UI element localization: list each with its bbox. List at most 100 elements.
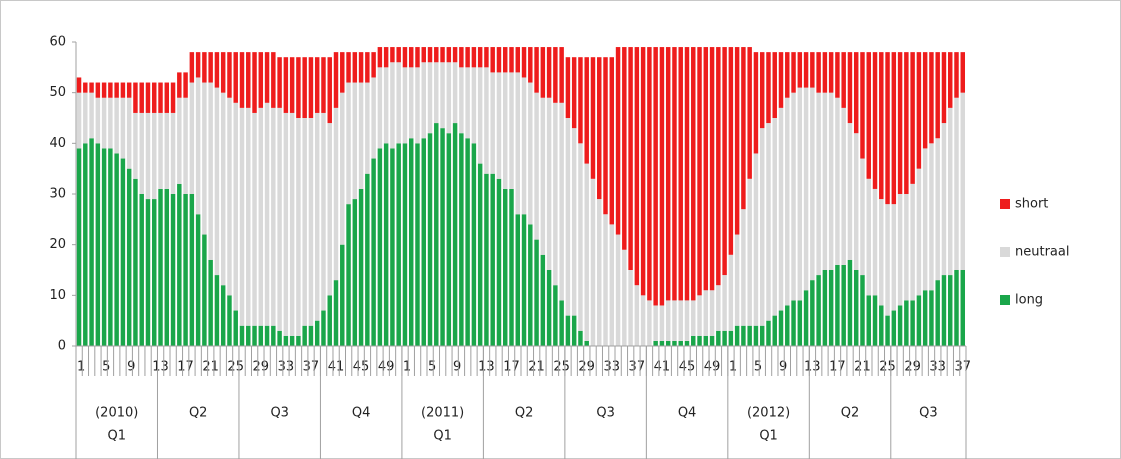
bar-segment [559,102,564,301]
bar-segment [622,47,627,250]
bar-segment [289,335,295,346]
bar-segment [502,47,508,73]
bar-segment [340,244,345,346]
bar-segment [722,330,727,346]
y-tick-label: 10 [49,288,66,303]
bar-segment [346,204,351,346]
bar-segment [847,123,853,260]
bar-segment [916,168,922,296]
bar-segment [314,57,320,113]
bar-segment [202,234,207,346]
bar-segment [246,325,251,346]
bar-segment [114,153,119,346]
bar-segment [822,52,828,93]
bar-segment [797,87,803,301]
bar-segment [634,47,640,286]
y-tick-label: 40 [49,136,66,151]
bar-segment [76,77,82,93]
bar-segment [722,47,727,276]
x-tick-label: 37 [629,360,646,375]
bar-segment [546,47,552,98]
bar-segment [195,214,201,346]
bar-segment [828,92,834,271]
bar-segment [509,72,514,189]
group-label: Q3 [919,406,938,421]
bar-segment [678,340,683,346]
group-label: Q3 [596,406,615,421]
bar-segment [759,52,765,129]
bar-segment [233,52,238,103]
x-tick-label: 5 [102,360,110,375]
bar-segment [722,275,727,331]
bar-segment [528,47,533,83]
bar-segment [835,264,840,346]
bar-segment [477,163,483,346]
bar-segment [659,340,665,346]
bar-segment [139,82,144,113]
bar-segment [446,133,452,346]
bar-segment [590,57,596,179]
bar-segment [227,295,232,346]
bar-segment [415,47,420,68]
bar-segment [195,77,201,215]
bar-segment [283,112,289,336]
bar-segment [954,52,959,98]
bar-segment [847,52,853,124]
bar-segment [935,138,940,281]
bar-segment [634,285,640,346]
bar-segment [145,112,151,200]
bar-segment [647,47,652,301]
bar-segment [691,335,696,346]
bar-segment [283,335,289,346]
bar-segment [778,52,784,108]
y-tick-label: 0 [58,339,66,354]
bar-segment [296,335,301,346]
bar-segment [377,148,383,346]
bar-segment [277,107,282,331]
bar-segment [496,178,502,346]
bar-segment [960,92,965,271]
x-tick-label: 17 [503,360,520,375]
group-label: Q2 [515,406,534,421]
bar-segment [728,47,734,255]
bar-segment [402,47,408,68]
bar-segment [910,300,915,346]
bar-segment [152,199,157,346]
bar-segment [252,325,257,346]
x-tick-label: 17 [829,360,846,375]
bar-segment [546,270,552,346]
y-tick-label: 60 [49,35,66,50]
bar-segment [835,52,840,98]
bar-segment [753,153,759,326]
bar-segment [741,209,746,326]
bar-segment [753,52,759,154]
bar-segment [584,57,589,164]
bar-segment [615,234,621,346]
x-tick-label: 33 [603,360,620,375]
bar-segment [578,57,583,144]
bar-segment [308,118,314,326]
group-label: Q2 [189,406,208,421]
x-tick-label: 21 [202,360,219,375]
bar-segment [101,82,107,98]
bar-segment [340,52,345,93]
bar-segment [665,340,671,346]
bar-segment [534,92,539,240]
bar-segment [747,178,752,326]
bar-segment [947,107,953,276]
bar-segment [471,47,477,68]
x-tick-label: 5 [754,360,762,375]
bar-segment [89,138,94,346]
bar-segment [233,102,238,311]
bar-segment [484,67,489,174]
legend-swatch [1000,199,1010,209]
bar-segment [101,148,107,346]
legend-label: neutraal [1015,245,1069,260]
bar-segment [615,47,621,235]
bar-segment [540,47,546,98]
legend-swatch [1000,247,1010,257]
bar-segment [565,118,571,316]
bar-segment [759,325,765,346]
bar-segment [571,128,577,316]
legend-label: long [1015,293,1043,308]
